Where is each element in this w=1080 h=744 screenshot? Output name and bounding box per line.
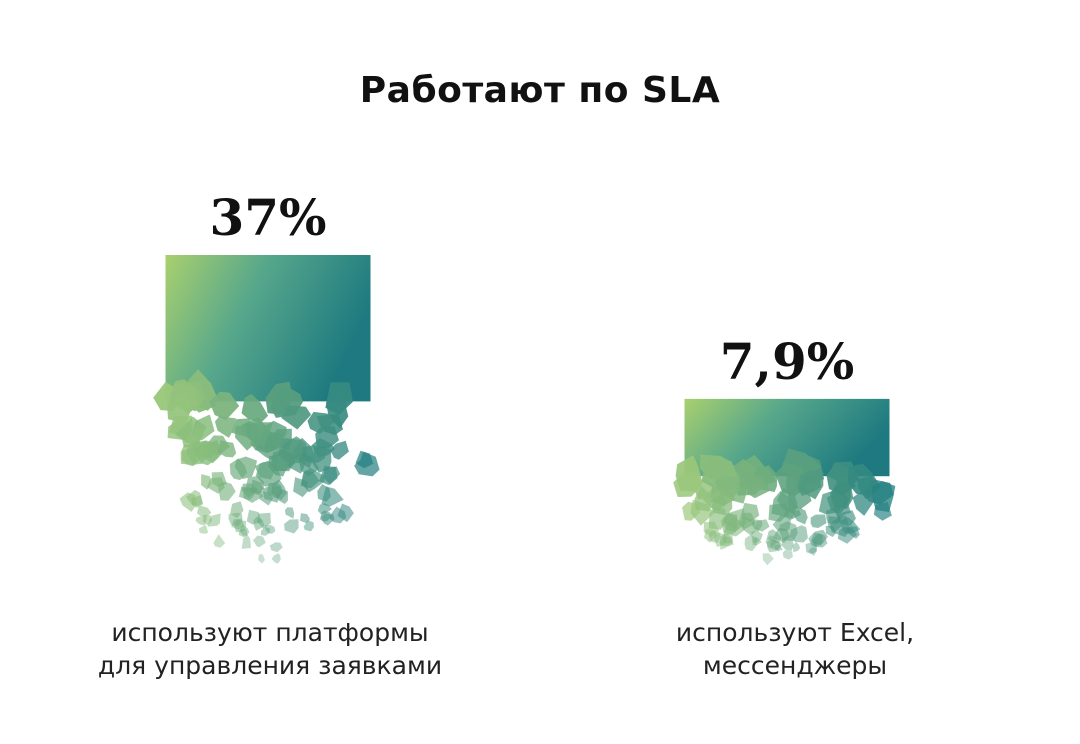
bar-fragment bbox=[238, 528, 248, 538]
bar-fragment bbox=[269, 542, 283, 553]
bar-fragment bbox=[230, 501, 244, 519]
bar-fragment bbox=[767, 538, 781, 553]
bar-fragment bbox=[808, 546, 817, 556]
bar-fragment bbox=[258, 554, 265, 564]
bar-fragment bbox=[195, 515, 208, 526]
bar-fragment bbox=[772, 514, 791, 532]
bar-fragment bbox=[186, 440, 209, 465]
data-label-0: 37% bbox=[209, 188, 326, 247]
bar-fragment bbox=[742, 502, 760, 523]
bar-fragment bbox=[260, 527, 270, 536]
bar-fragment bbox=[742, 516, 758, 536]
bar-fragment bbox=[251, 479, 264, 496]
bar-fragment bbox=[714, 532, 728, 547]
bar-fragment bbox=[284, 519, 299, 534]
data-label-1: 7,9% bbox=[720, 332, 855, 391]
bar-fragment bbox=[751, 530, 763, 543]
bar-fragment bbox=[302, 445, 327, 463]
bar-fragment bbox=[213, 534, 226, 548]
bar-fragment bbox=[852, 489, 874, 516]
bar-fragment bbox=[245, 422, 273, 446]
bar-fragment bbox=[257, 512, 271, 529]
bar-fragment bbox=[808, 532, 823, 547]
bar-fragment bbox=[330, 440, 349, 460]
bar-fragment bbox=[762, 553, 774, 566]
bar-fragment bbox=[307, 411, 334, 434]
bar-fragment bbox=[818, 490, 846, 515]
bar-fragment bbox=[837, 527, 858, 544]
bar-fragment bbox=[711, 495, 733, 516]
bar-fragment bbox=[812, 533, 828, 548]
bar-fragment bbox=[792, 508, 808, 525]
bar-fragment bbox=[217, 481, 236, 501]
bar-fragment bbox=[277, 436, 307, 464]
bar-fragment bbox=[675, 455, 703, 492]
bar-fragment bbox=[719, 537, 733, 550]
bar-fragment bbox=[198, 525, 209, 534]
bar-fragment bbox=[179, 492, 197, 512]
bar-fragment bbox=[329, 506, 347, 524]
bar-fragment bbox=[355, 450, 374, 469]
bar-fragment bbox=[765, 535, 778, 549]
bar-fragment bbox=[303, 520, 314, 532]
bar-fragment bbox=[276, 489, 288, 504]
bar-fragment bbox=[207, 513, 221, 527]
bar-fragment bbox=[871, 481, 896, 512]
bar-fragment bbox=[722, 513, 738, 533]
bar-fragment bbox=[271, 553, 281, 564]
bar-fragment bbox=[284, 507, 295, 519]
bar-fragment bbox=[238, 486, 255, 501]
bar-fragment bbox=[264, 525, 276, 534]
bar-fragment bbox=[782, 549, 793, 560]
bar-fragment bbox=[281, 405, 312, 430]
chart-title: Работают по SLA bbox=[359, 70, 721, 111]
bar-fragment bbox=[167, 394, 192, 424]
bar-fragment bbox=[228, 512, 243, 527]
bar-fragment bbox=[703, 521, 720, 537]
bar-fragment bbox=[253, 535, 266, 548]
bar-0: 37% bbox=[153, 188, 380, 564]
bar-fragment bbox=[217, 440, 237, 458]
bar-fragment bbox=[774, 544, 783, 551]
bar-fragment bbox=[201, 474, 212, 490]
bar-fragment bbox=[326, 397, 349, 429]
bar-fragment bbox=[847, 463, 873, 495]
bar-fragment bbox=[810, 514, 827, 528]
bar-fragment bbox=[233, 519, 246, 533]
bar-fragment bbox=[209, 391, 240, 421]
bar-fragment bbox=[805, 541, 818, 555]
bar-fragment bbox=[317, 484, 331, 502]
bar-fragment bbox=[240, 524, 250, 536]
bar-fragment bbox=[234, 456, 258, 479]
bar-fragment bbox=[214, 416, 236, 438]
category-label-excel: используют Excel, мессенджеры bbox=[675, 618, 915, 680]
bar-fragment bbox=[722, 533, 733, 544]
bar-fragment bbox=[771, 490, 798, 519]
bar-fragment bbox=[300, 513, 311, 524]
bar-fragment bbox=[752, 537, 762, 546]
category-label-platforms: используют платформы для управления заяв… bbox=[97, 618, 443, 680]
bar-fragment bbox=[197, 505, 212, 518]
bar-fragment bbox=[772, 527, 790, 543]
bar-fragment bbox=[873, 501, 892, 521]
bar-fragment bbox=[810, 529, 828, 546]
bar-1: 7,9% bbox=[673, 332, 896, 566]
bar-fragment bbox=[241, 534, 251, 549]
bar-fragment bbox=[181, 428, 205, 448]
bar-fragment bbox=[719, 533, 734, 547]
bar-fragment bbox=[799, 472, 824, 500]
bar-fragment bbox=[241, 393, 269, 423]
bar-fragment bbox=[770, 540, 782, 552]
bar-fragment bbox=[734, 470, 766, 496]
bar-fragment bbox=[789, 525, 808, 543]
bar-fragment bbox=[694, 485, 713, 512]
bar-fragment bbox=[792, 541, 801, 553]
